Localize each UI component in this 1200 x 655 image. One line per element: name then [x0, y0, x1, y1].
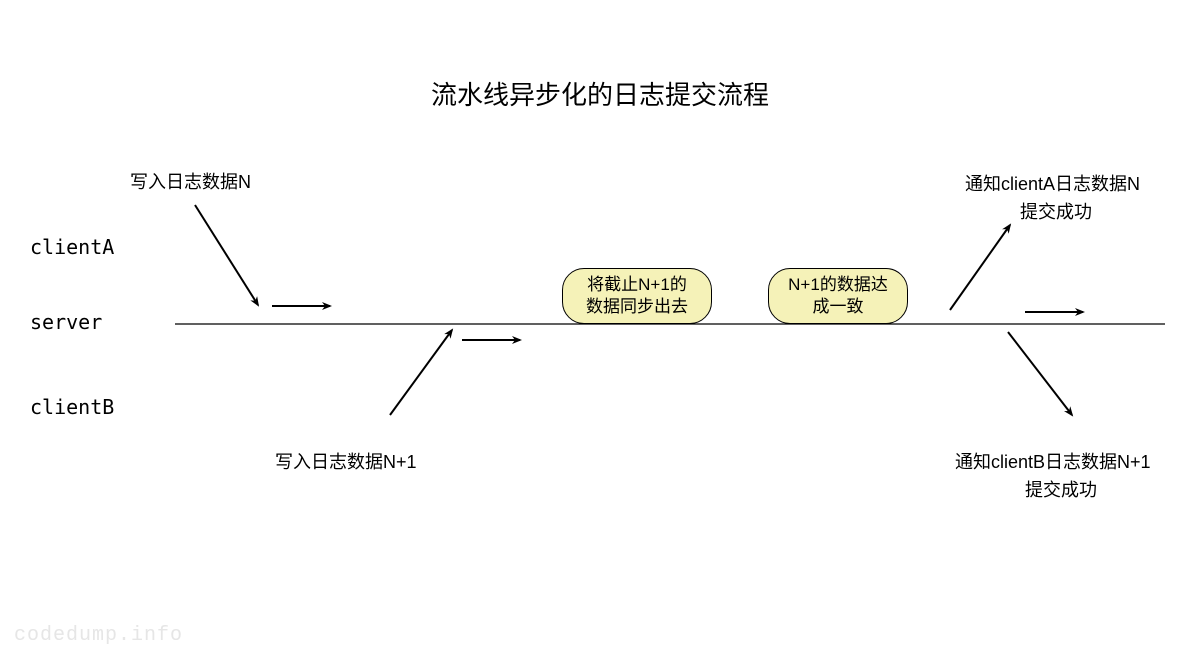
lane-label-server: server [30, 310, 102, 334]
bubble-agree-line2: 成一致 [812, 297, 863, 316]
bubble-agree-line1: N+1的数据达 [788, 275, 888, 294]
label-write-n1: 写入日志数据N+1 [275, 450, 417, 475]
arrow-b-in [390, 330, 452, 415]
bubble-sync: 将截止N+1的 数据同步出去 [562, 268, 712, 324]
lane-label-clienta: clientA [30, 235, 114, 259]
arrow-a-in [195, 205, 258, 305]
label-notify-b-line2: 提交成功 [1025, 478, 1097, 503]
lane-label-clientb: clientB [30, 395, 114, 419]
arrow-b-out [1008, 332, 1072, 415]
bubble-sync-line2: 数据同步出去 [586, 297, 688, 316]
label-notify-a-line2: 提交成功 [1020, 200, 1092, 225]
label-notify-a-line1: 通知clientA日志数据N [965, 172, 1140, 197]
label-write-n: 写入日志数据N [130, 170, 251, 195]
label-notify-b-line1: 通知clientB日志数据N+1 [955, 450, 1151, 475]
arrow-a-out [950, 225, 1010, 310]
diagram-title: 流水线异步化的日志提交流程 [0, 75, 1200, 112]
bubble-sync-line1: 将截止N+1的 [587, 275, 687, 294]
bubble-agree: N+1的数据达 成一致 [768, 268, 908, 324]
watermark: codedump.info [14, 624, 183, 647]
